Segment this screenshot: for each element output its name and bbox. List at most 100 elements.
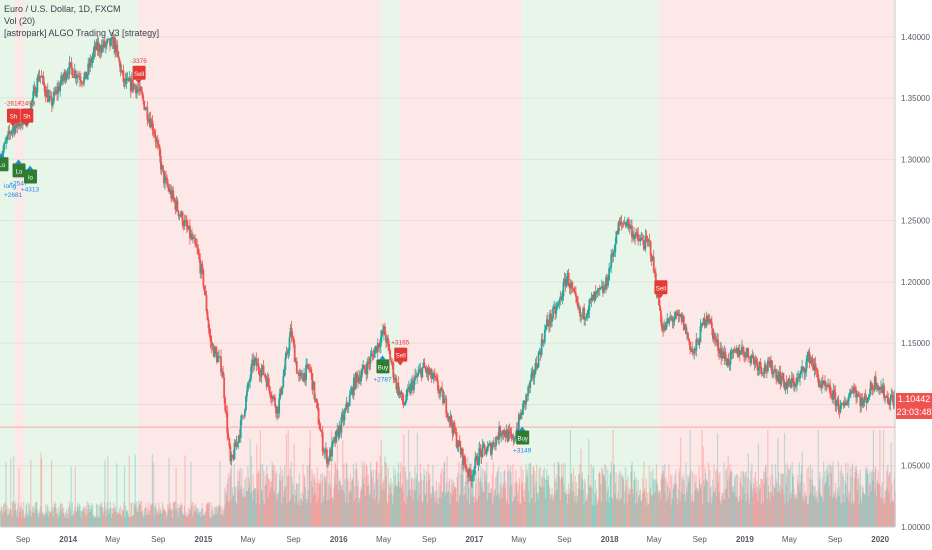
strategy-indicator-label[interactable]: [astropark] ALGO Trading V3 [strategy] (4, 28, 160, 38)
volume-bar (761, 479, 764, 527)
volume-bar (658, 490, 660, 527)
volume-bar (560, 464, 563, 527)
volume-bar (762, 502, 764, 527)
volume-bar (84, 505, 86, 527)
volume-bar (890, 442, 892, 527)
volume-bar (784, 504, 786, 527)
volume-bar (283, 490, 285, 527)
arrow-up-icon (379, 355, 386, 360)
candle-body (458, 440, 461, 447)
candle-body (251, 359, 254, 367)
volume-bar (638, 495, 640, 527)
volume-bar (543, 487, 545, 527)
volume-bar (91, 502, 93, 527)
candle-body (735, 347, 738, 353)
volume-bar (406, 496, 408, 527)
volume-bar (830, 465, 832, 527)
volume-bar (265, 483, 267, 527)
candle-body (395, 378, 398, 390)
candle-body (828, 384, 831, 386)
volume-bar (639, 489, 642, 527)
candle-body (59, 84, 62, 91)
volume-bar (388, 493, 390, 527)
volume-bar (505, 502, 507, 527)
candle-body (884, 397, 887, 399)
candle-body (219, 356, 221, 358)
candle-body (121, 70, 124, 72)
candle-body (446, 413, 449, 418)
volume-bar (67, 512, 69, 527)
candle-body (457, 440, 460, 447)
candle-body (342, 414, 345, 421)
trade-tag-label: Sell (656, 286, 666, 292)
symbol-title[interactable]: Euro / U.S. Dollar, 1D, FXCM (4, 4, 121, 14)
trade-tag-label: Buy (378, 365, 388, 371)
volume-bar (138, 501, 140, 527)
volume-bar (818, 489, 820, 527)
candle-body (327, 458, 329, 464)
volume-bar (471, 488, 474, 527)
candle-body (769, 362, 771, 368)
volume-bar (393, 486, 395, 527)
volume-bar (717, 482, 719, 527)
candle-body (118, 58, 121, 63)
volume-bar (324, 478, 326, 527)
candle-body (214, 347, 217, 353)
volume-bar (295, 495, 297, 527)
volume-bar (758, 484, 761, 527)
volume-bar (412, 489, 414, 527)
volume-bar (550, 494, 553, 527)
volume-indicator-label[interactable]: Vol (20) (4, 16, 36, 26)
volume-bar (402, 466, 404, 527)
volume-bar (831, 466, 833, 527)
candle-body (117, 51, 120, 59)
candle-body (266, 378, 269, 387)
candle-body (463, 456, 466, 465)
volume-bar (182, 513, 184, 527)
volume-bar (585, 500, 587, 527)
volume-bar (524, 501, 526, 527)
volume-bar (576, 495, 579, 527)
trade-tag-short: Sell+3165 (391, 340, 410, 366)
candle-body (71, 68, 74, 78)
y-tick-label: 1.20000 (901, 278, 930, 287)
arrow-up-icon (15, 159, 22, 164)
volume-bar (342, 440, 344, 527)
candle-body (601, 286, 604, 293)
volume-bar (544, 477, 546, 527)
volume-bar (157, 508, 159, 527)
volume-bar (887, 465, 889, 527)
volume-bar (756, 481, 758, 527)
volume-bar (321, 473, 324, 527)
volume-bar (93, 514, 95, 527)
candle-body (407, 387, 410, 389)
volume-bar (80, 517, 82, 527)
volume-bar (760, 478, 762, 527)
volume-bar (173, 502, 175, 527)
volume-bar (777, 471, 780, 527)
volume-bar (320, 503, 322, 527)
volume-bar (6, 505, 8, 527)
candle-body (75, 77, 78, 79)
volume-bar (94, 516, 96, 527)
volume-bar (599, 473, 601, 527)
volume-bar (813, 486, 815, 527)
volume-bar (306, 465, 308, 527)
volume-bar (265, 475, 267, 527)
volume-bar (662, 465, 664, 527)
candle-body (174, 200, 177, 210)
candle-body (290, 327, 293, 338)
candle-body (776, 375, 779, 380)
volume-bar (630, 465, 633, 527)
candle-body (546, 319, 549, 325)
candle-body (766, 360, 769, 372)
candle-body (93, 45, 96, 53)
volume-bar (241, 494, 244, 527)
candle-body (518, 414, 521, 419)
volume-bar (409, 471, 411, 527)
volume-bar (282, 496, 285, 527)
volume-bar (318, 479, 320, 527)
trade-tag-value: -2617 (5, 101, 22, 108)
volume-bar (472, 474, 474, 527)
